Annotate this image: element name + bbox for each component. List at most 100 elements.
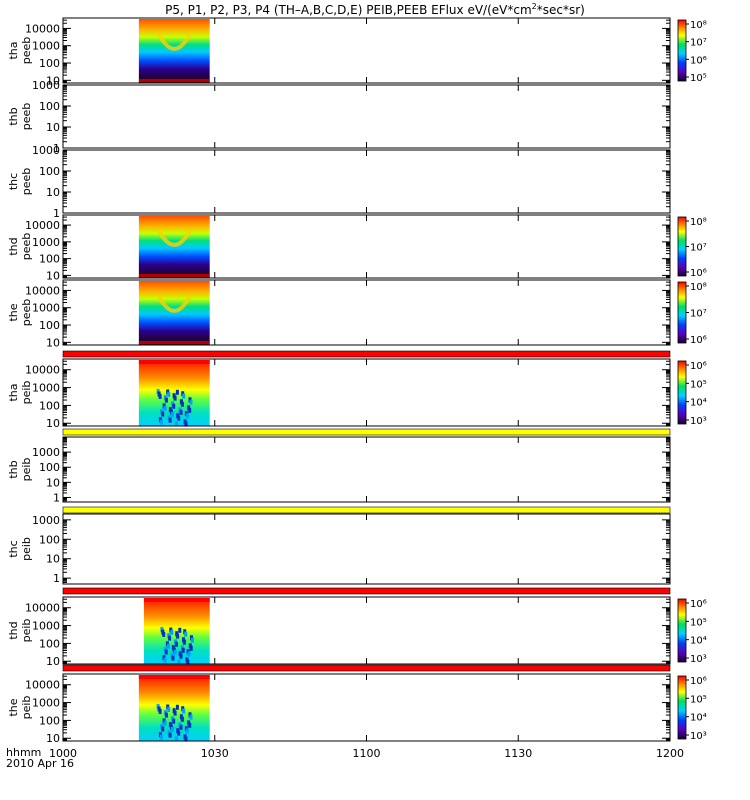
panel-tha-peib: 10 100 1000 10000 tha peib 10³ 10⁴ 10⁵ 10⁶	[7, 358, 707, 430]
y-tick-label: 100	[39, 319, 60, 332]
noise-cell	[162, 631, 166, 637]
time-axis-corner-label: hhmm	[6, 746, 41, 759]
panel-thc-peeb: 1 10 100 1000 thc peeb	[7, 144, 671, 220]
x-tick-label: 1130	[504, 747, 532, 760]
colorbar-tick-label: 10³	[690, 731, 707, 742]
y-tick-label: 10	[46, 417, 60, 430]
y-tick-label: 1000	[32, 446, 60, 459]
panel-product-label: peeb	[20, 168, 33, 196]
y-tick-label: 10000	[25, 364, 60, 377]
colorbar-tick-label: 10⁵	[690, 617, 707, 628]
colorbar: 10⁶ 10⁷ 10⁸	[677, 216, 707, 279]
y-tick-label: 1000	[32, 40, 60, 53]
y-tick-label: 100	[39, 57, 60, 70]
y-tick-label: 10	[46, 553, 60, 566]
noise-cell	[163, 657, 167, 663]
colorbar-gradient	[677, 598, 687, 663]
y-tick-label: 1	[53, 491, 60, 504]
noise-cell	[174, 736, 178, 742]
flux-dip-feature	[157, 295, 192, 313]
title-tail: *sec*sr)	[537, 3, 585, 17]
noise-cell	[159, 734, 163, 740]
panel-product-label: peib	[20, 537, 33, 561]
noise-cell	[180, 716, 184, 722]
high-energy-band	[138, 360, 210, 364]
noise-cell	[180, 401, 184, 407]
y-tick-label: 1000	[32, 514, 60, 527]
panel-product-label: peeb	[20, 233, 33, 261]
colorbar-tick-label: 10⁸	[690, 217, 707, 228]
noise-cell	[179, 724, 183, 730]
y-tick-label: 100	[39, 165, 60, 178]
x-tick-label: 1200	[656, 747, 684, 760]
panel-probe-label: the	[7, 303, 20, 321]
colorbar-gradient	[677, 675, 687, 740]
figure-title: P5, P1, P2, P3, P4 (TH–A,B,C,D,E) PEIB,P…	[165, 2, 585, 17]
noise-cell	[161, 726, 165, 732]
noise-cell	[184, 421, 188, 427]
y-tick-label: 10	[46, 336, 60, 349]
panel-probe-label: thd	[7, 237, 20, 255]
colorbar-tick-label: 10⁴	[690, 636, 707, 647]
noise-cell	[178, 627, 182, 633]
low-energy-band	[138, 79, 210, 82]
noise-cell	[159, 419, 163, 425]
noise-cell	[168, 635, 172, 641]
colorbar-tick-label: 10³	[690, 416, 707, 427]
noise-cell	[168, 417, 172, 423]
panel-product-label: peib	[20, 619, 33, 643]
panel-probe-label: tha	[7, 383, 20, 401]
spectrogram-block	[138, 216, 210, 278]
spectrogram-block	[138, 281, 210, 345]
noise-cell	[173, 710, 177, 716]
y-tick-label: 10	[46, 655, 60, 668]
panel-product-label: peeb	[20, 103, 33, 131]
noise-cell	[182, 708, 186, 714]
quality-flag-bar	[62, 506, 671, 514]
colorbar-tick-label: 10⁶	[690, 676, 707, 687]
noise-cell	[179, 653, 183, 659]
y-tick-label: 10000	[25, 22, 60, 35]
noise-cell	[170, 726, 174, 732]
colorbar-tick-label: 10⁶	[690, 335, 707, 346]
y-tick-label: 100	[39, 100, 60, 113]
noise-cell	[185, 728, 189, 734]
noise-cell	[184, 631, 188, 637]
panel-probe-label: tha	[7, 41, 20, 59]
colorbar-tick-label: 10⁷	[690, 309, 707, 320]
date-label: 2010 Apr 16	[6, 757, 74, 770]
noise-cell	[172, 718, 176, 724]
noise-cell	[168, 732, 172, 738]
noise-cell	[188, 722, 192, 728]
y-tick-label: 100	[39, 714, 60, 727]
noise-cell	[189, 714, 193, 720]
colorbar-gradient	[677, 281, 687, 344]
panel-product-label: peeb	[20, 37, 33, 65]
panel-frame	[62, 84, 671, 149]
colorbar-tick-label: 10⁵	[690, 379, 707, 390]
noise-cell	[170, 629, 174, 635]
noise-cell	[175, 704, 179, 710]
panel-thb-peeb: 1 10 100 1000 thb peeb	[7, 79, 671, 155]
colorbar-tick-label: 10⁸	[690, 282, 707, 293]
colorbar-tick-label: 10⁵	[690, 73, 707, 84]
colorbar-tick-label: 10⁵	[690, 694, 707, 705]
noise-cell	[166, 643, 170, 649]
quality-flag-bar	[62, 664, 671, 672]
low-energy-band	[138, 274, 210, 277]
y-tick-label: 1000	[32, 382, 60, 395]
noise-cell	[164, 649, 168, 655]
colorbar-tick-label: 10⁶	[690, 268, 707, 279]
colorbar-tick-label: 10⁶	[690, 361, 707, 372]
noise-cell	[177, 415, 181, 421]
y-tick-label: 10	[46, 732, 60, 745]
noise-cell	[171, 655, 175, 661]
noise-cell	[186, 659, 190, 665]
y-tick-label: 10	[46, 186, 60, 199]
panel-probe-label: the	[7, 698, 20, 716]
colorbar-gradient	[677, 216, 687, 277]
y-tick-label: 100	[39, 253, 60, 266]
y-tick-label: 1000	[32, 79, 60, 92]
noise-cell	[164, 712, 168, 718]
noise-cell	[182, 639, 186, 645]
